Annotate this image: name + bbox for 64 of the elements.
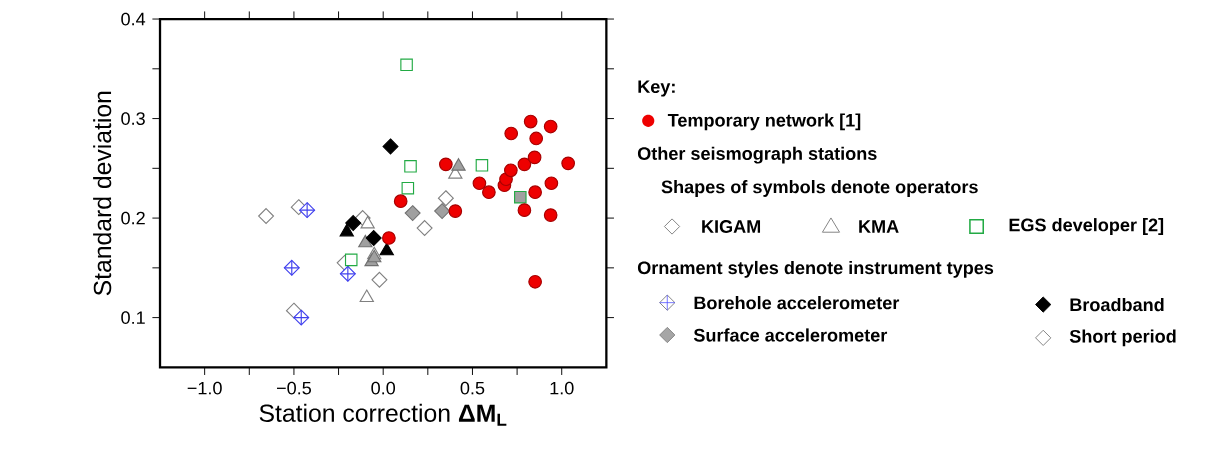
x-tick-label: 0.0	[371, 381, 396, 395]
x-tick-label: −1.0	[187, 381, 222, 395]
text: Ornament styles denote instrument types	[637, 260, 994, 278]
point	[382, 231, 396, 245]
point	[416, 219, 433, 236]
point	[543, 208, 558, 222]
text: Station correction ΔM$_{L}$	[259, 403, 507, 426]
point	[360, 215, 375, 229]
x-tick-label: 0.5	[460, 381, 485, 395]
point	[561, 156, 575, 171]
text: Short period	[1069, 329, 1176, 347]
point	[258, 208, 275, 224]
point	[514, 190, 527, 204]
point	[528, 274, 542, 289]
point	[393, 194, 408, 208]
text: Key:	[638, 80, 675, 97]
text: KIGAM	[702, 220, 761, 233]
text: Other seismograph stations	[637, 146, 877, 164]
point	[448, 204, 463, 218]
point	[339, 223, 354, 237]
text: KMA	[859, 220, 899, 233]
y-tick-label: 0.2	[121, 211, 145, 225]
point	[527, 150, 542, 165]
point	[344, 253, 358, 267]
y-tick-label: 0.1	[121, 311, 145, 324]
point	[543, 119, 558, 134]
point	[517, 203, 532, 217]
legend-label: Temporary network [1]	[667, 113, 861, 131]
text: Borehole accelerometer	[694, 295, 900, 310]
point	[401, 181, 415, 195]
point	[365, 229, 382, 246]
text: EGS developer [2]	[1009, 217, 1164, 235]
point	[382, 138, 399, 155]
point	[359, 289, 374, 302]
point	[404, 159, 417, 173]
point	[404, 205, 421, 222]
x-tick-label: −0.5	[276, 381, 312, 395]
point	[285, 302, 302, 319]
y-tick-label: 0.4	[121, 12, 146, 26]
point	[529, 131, 544, 146]
text: Broadband	[1070, 297, 1164, 312]
x-tick-label: 1.0	[550, 381, 574, 395]
point	[434, 203, 451, 220]
point	[482, 185, 496, 199]
point	[475, 158, 489, 172]
point	[472, 176, 487, 191]
point	[345, 214, 362, 231]
point	[439, 157, 453, 172]
text: Surface accelerometer	[693, 328, 888, 342]
y-axis-title: Standard deviation	[93, 91, 112, 296]
point	[504, 126, 519, 141]
text: Shapes of symbols denote operators	[661, 179, 978, 197]
point	[504, 163, 518, 178]
point	[451, 158, 466, 171]
point	[358, 234, 373, 248]
point	[379, 242, 394, 256]
y-tick-label: 0.3	[121, 112, 145, 125]
point	[437, 190, 454, 207]
point	[523, 114, 538, 129]
point	[400, 58, 413, 72]
point	[371, 271, 388, 288]
point	[528, 185, 542, 199]
point	[517, 157, 532, 172]
point	[544, 176, 559, 191]
